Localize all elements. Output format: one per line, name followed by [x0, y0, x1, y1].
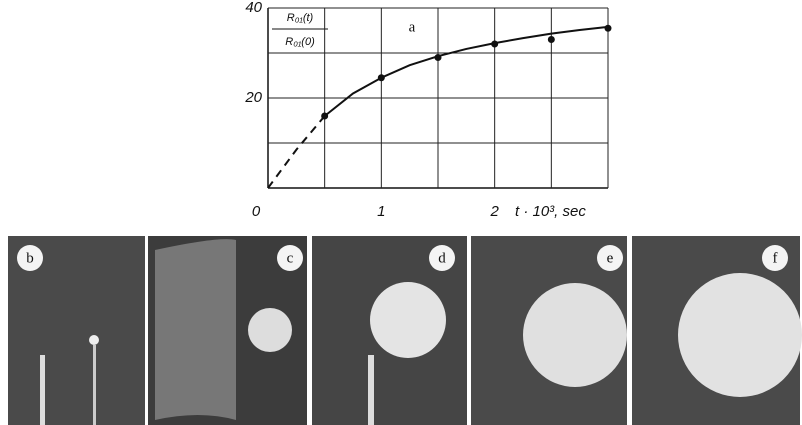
y-tick-label: 20 — [244, 89, 262, 106]
spark — [89, 335, 99, 345]
x-tick-label: 0 — [252, 203, 261, 220]
cloud — [523, 283, 627, 387]
cloud — [678, 273, 802, 397]
x-label: t · 10³, sec — [515, 203, 586, 220]
wire — [93, 345, 96, 425]
fit-curve — [325, 27, 608, 116]
cloud — [370, 282, 446, 358]
electrode — [368, 355, 374, 425]
shock-front — [155, 239, 236, 420]
photo-strip — [8, 236, 802, 425]
x-tick-label: 2 — [489, 203, 499, 220]
y-label-den: R₀₁(0) — [285, 36, 315, 48]
page: R₀₁(t) R₀₁(0) a t · 10³, sec 0 1 2 20 40 b c d e… — [0, 0, 802, 425]
data-point — [548, 36, 555, 43]
y-tick-label: 40 — [245, 0, 262, 16]
y-label-num: R₀₁(t) — [287, 12, 314, 24]
figure: R₀₁(t) R₀₁(0) a t · 10³, sec 0 1 2 20 40 b c d e… — [0, 0, 802, 425]
panel-label: b — [26, 250, 34, 266]
panel-label: f — [773, 250, 778, 266]
extrapolation-curve — [268, 116, 325, 188]
electrode — [40, 355, 45, 425]
panel-label: d — [438, 250, 446, 266]
x-tick-label: 1 — [377, 203, 385, 220]
panel-label: c — [287, 250, 294, 266]
data-point — [605, 25, 612, 32]
panel-label: e — [607, 250, 614, 266]
cloud — [248, 308, 292, 352]
annotation: a — [409, 19, 416, 35]
